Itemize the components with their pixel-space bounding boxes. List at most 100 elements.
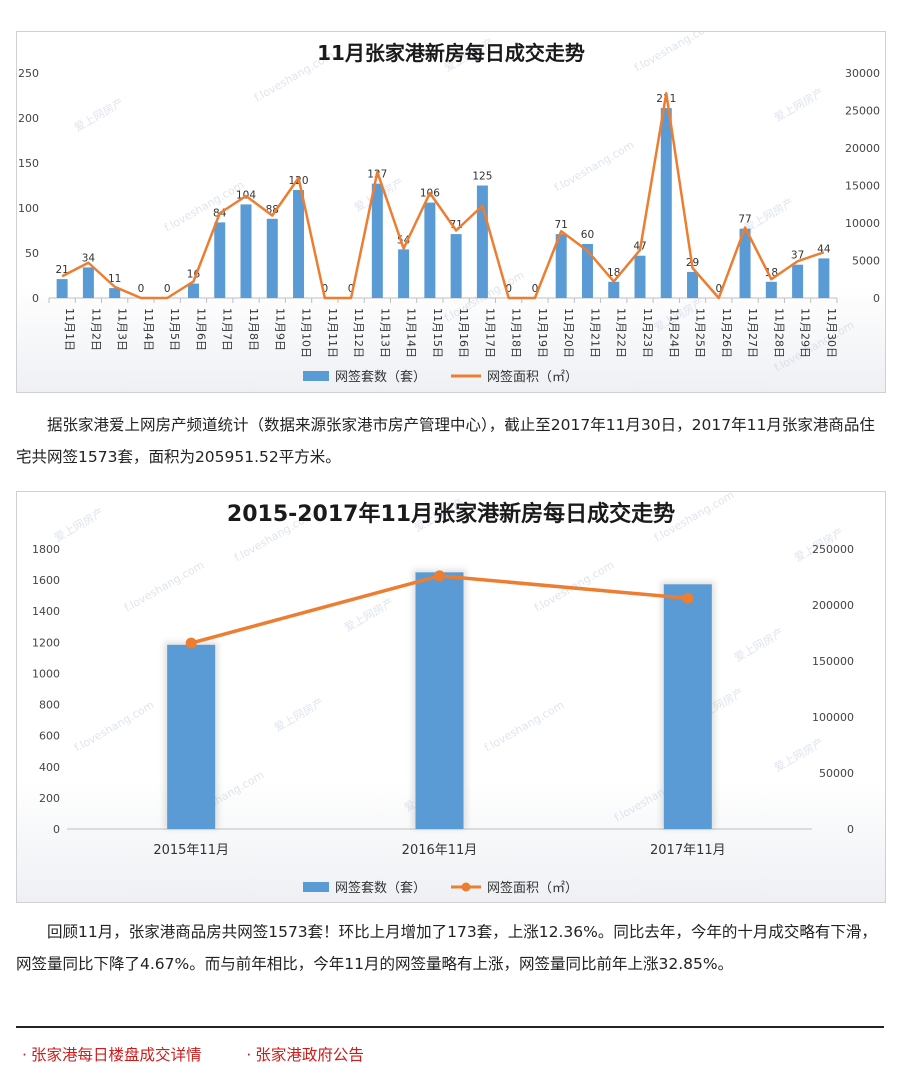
link-item-daily: · 张家港每日楼盘成交详情 — [22, 1046, 246, 1064]
legend-label-line: 网签面积（㎡） — [487, 369, 578, 385]
bar-2 — [82, 267, 94, 298]
daily-deals-chart: 爱上网房产 f.loveshang.com 爱上网房产 f.loveshang.com… — [16, 31, 886, 393]
bar-data-label: 37 — [791, 250, 804, 262]
x-tick-label: 11月5日 — [168, 308, 181, 351]
daily-deals-link[interactable]: 张家港每日楼盘成交详情 — [30, 1046, 202, 1064]
bar-8 — [240, 204, 252, 298]
y2-tick-label: 20000 — [845, 142, 880, 155]
x-tick-label: 11月8日 — [247, 308, 260, 351]
y-tick-label: 50 — [25, 247, 39, 260]
x-tick-label: 2016年11月 — [402, 843, 478, 858]
x-tick-label: 11月12日 — [352, 308, 365, 358]
x-tick-label: 11月20日 — [562, 308, 575, 358]
legend-label-line: 网签面积（㎡） — [487, 880, 578, 896]
bar-20 — [555, 234, 567, 298]
divider — [16, 1026, 884, 1028]
bar-data-label: 71 — [555, 219, 568, 231]
legend: 网签套数（套） 网签面积（㎡） — [303, 880, 578, 896]
x-tick-label: 11月18日 — [510, 308, 523, 358]
bar-15 — [424, 202, 436, 298]
y-tick-label: 1800 — [32, 543, 60, 556]
bar-data-label: 125 — [472, 171, 492, 183]
y2-tick-label: 25000 — [845, 105, 880, 118]
bar-27 — [739, 228, 751, 298]
bar-3 — [663, 584, 712, 829]
y-tick-label: 400 — [39, 761, 60, 774]
y-tick-label: 1200 — [32, 636, 60, 649]
bar-data-label: 34 — [82, 252, 96, 264]
watermark-text: f.loveshang.com — [122, 558, 206, 614]
x-tick-label: 11月29日 — [799, 308, 812, 358]
y-tick-label: 600 — [39, 730, 60, 743]
x-tick-label: 11月7日 — [221, 308, 234, 351]
watermark-text: f.loveshang.com — [632, 32, 716, 75]
y-tick-label: 1400 — [32, 605, 60, 618]
chart-title: 2015-2017年11月张家港新房每日成交走势 — [227, 501, 675, 527]
line-point-2 — [434, 570, 445, 582]
y-tick-label: 100 — [18, 202, 39, 215]
legend-swatch-bars — [303, 882, 329, 892]
x-tick-label: 11月26日 — [720, 308, 733, 358]
watermark-text: 爱上网房产 — [72, 95, 127, 135]
x-tick-label: 11月27日 — [746, 308, 759, 358]
y-tick-label: 150 — [18, 157, 39, 170]
x-tick-label: 11月21日 — [588, 308, 601, 358]
y-tick-label: 0 — [53, 823, 60, 836]
legend-label-bars: 网签套数（套） — [335, 880, 426, 896]
y2-tick-label: 0 — [873, 292, 880, 305]
y-tick-label: 1000 — [32, 667, 60, 680]
x-tick-label: 11月11日 — [326, 308, 339, 358]
bar-25 — [687, 271, 699, 298]
bar-24 — [660, 108, 672, 298]
y-tick-label: 200 — [39, 792, 60, 805]
x-tick-label: 11月9日 — [273, 308, 286, 351]
x-tick-label: 11月3日 — [116, 308, 129, 351]
chart-title: 11月张家港新房每日成交走势 — [317, 41, 585, 65]
x-tick-label: 11月13日 — [378, 308, 391, 358]
daily-deals-chart-svg: 爱上网房产 f.loveshang.com 爱上网房产 f.loveshang.com… — [18, 32, 880, 385]
watermark-text: f.loveshang.com — [552, 138, 636, 194]
legend-swatch-marker — [461, 882, 471, 892]
x-tick-label: 2015年11月 — [153, 843, 229, 858]
x-tick-label: 11月17日 — [483, 308, 496, 358]
x-tick-label: 11月16日 — [457, 308, 470, 358]
bar-28 — [765, 281, 777, 298]
area-line — [61, 92, 825, 300]
x-tick-label: 11月1日 — [63, 308, 76, 351]
x-tick-label: 11月14日 — [405, 308, 418, 358]
y2-tick-label: 200000 — [812, 599, 854, 612]
bar-10 — [293, 190, 305, 298]
y2-tick-label: 250000 — [812, 543, 854, 556]
watermark-text: 爱上网房产 — [732, 625, 787, 665]
bar-3 — [109, 288, 121, 298]
x-tick-label: 11月30日 — [825, 308, 838, 358]
gov-notice-link[interactable]: 张家港政府公告 — [255, 1046, 364, 1064]
y-tick-label: 250 — [18, 67, 39, 80]
bar-1 — [56, 279, 68, 298]
yearly-comparison-chart: 爱上网房产 f.loveshang.com 爱上网房产 f.loveshang.com… — [16, 491, 886, 903]
x-tick-label: 11月4日 — [142, 308, 155, 351]
bullet: · — [22, 1046, 27, 1064]
link-item-gov: · 张家港政府公告 — [246, 1046, 403, 1064]
bar-16 — [450, 234, 462, 298]
bar-22 — [608, 281, 620, 298]
x-tick-label: 11月23日 — [641, 308, 654, 358]
y2-tick-label: 10000 — [845, 217, 880, 230]
bar-data-label: 0 — [505, 283, 512, 295]
legend-label-bars: 网签套数（套） — [335, 369, 426, 385]
bar-13 — [371, 183, 383, 298]
bar-2 — [415, 572, 464, 829]
x-tick-label: 2017年11月 — [650, 843, 726, 858]
bar-30 — [818, 258, 830, 298]
x-tick-label: 11月15日 — [431, 308, 444, 358]
y2-tick-label: 100000 — [812, 711, 854, 724]
y2-tick-label: 30000 — [845, 67, 880, 80]
bar-6 — [187, 283, 199, 298]
bar-14 — [398, 249, 410, 298]
related-links: · 张家港每日楼盘成交详情 · 张家港政府公告 — [22, 1043, 404, 1065]
x-tick-label: 11月6日 — [194, 308, 207, 351]
bar-data-label: 0 — [715, 283, 722, 295]
y-tick-label: 800 — [39, 699, 60, 712]
watermark-text: 爱上网房产 — [772, 735, 827, 775]
legend: 网签套数（套） 网签面积（㎡） — [303, 369, 578, 385]
